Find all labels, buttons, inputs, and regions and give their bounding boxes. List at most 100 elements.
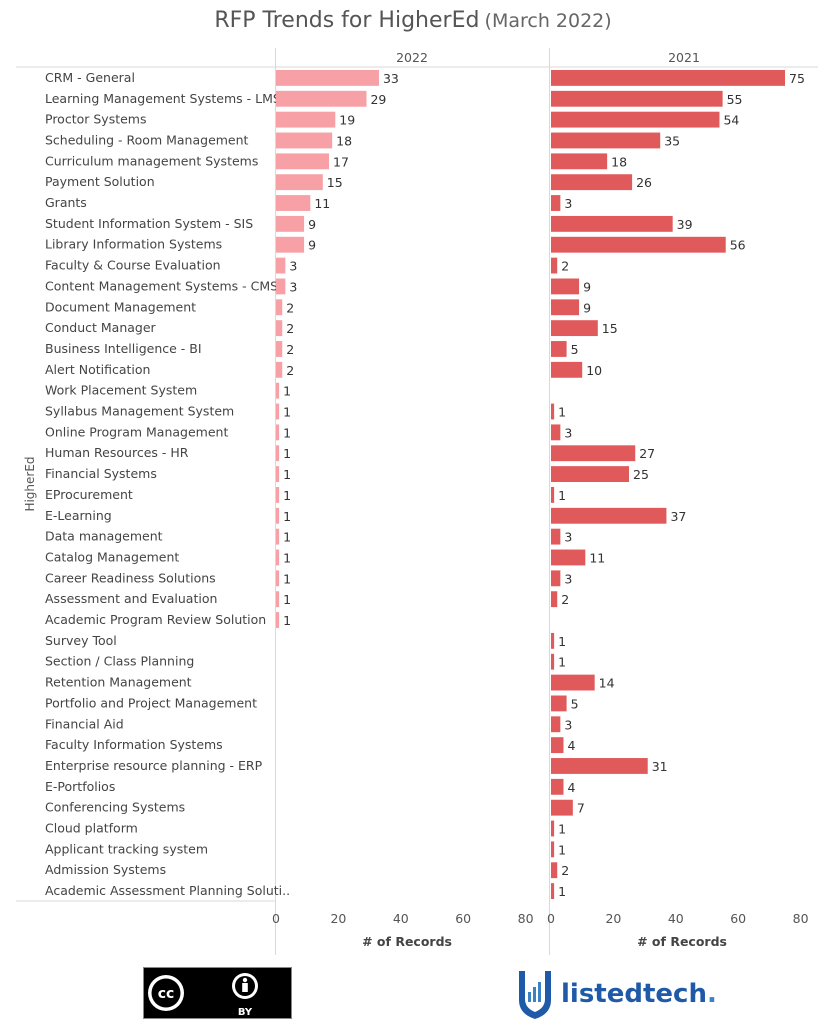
bar-2021 — [551, 549, 586, 566]
category-label: Document Management — [45, 299, 196, 314]
bar-2022 — [276, 403, 280, 420]
bar-2021 — [551, 758, 648, 774]
data-label-2022: 2 — [286, 300, 294, 315]
bar-2021 — [551, 90, 723, 107]
category-label: E-Learning — [45, 508, 112, 523]
data-label-2021: 4 — [567, 738, 575, 753]
brand-dot: . — [707, 979, 717, 1009]
category-label: CRM - General — [45, 70, 135, 85]
bar-2021 — [551, 883, 555, 899]
bar-2021 — [551, 132, 661, 149]
category-label: Proctor Systems — [45, 112, 147, 127]
brand-part1: listed — [561, 979, 643, 1009]
data-label-2021: 1 — [558, 405, 566, 420]
data-label-2022: 33 — [383, 71, 399, 86]
bar-2022 — [276, 132, 333, 149]
data-label-2021: 10 — [586, 363, 602, 378]
category-label: E-Portfolios — [45, 779, 115, 794]
data-label-2021: 3 — [564, 530, 572, 545]
category-label: Content Management Systems - CMS — [45, 278, 278, 293]
data-label-2022: 29 — [370, 92, 386, 107]
x-tick-label: 40 — [393, 911, 409, 926]
bar-2021 — [551, 236, 726, 253]
bar-2021 — [551, 153, 608, 170]
bar-2022 — [276, 466, 280, 482]
data-label-2022: 9 — [308, 217, 316, 232]
category-label: Survey Tool — [45, 633, 117, 648]
bar-2021 — [551, 528, 561, 545]
bar-2022 — [276, 70, 379, 86]
category-label: Syllabus Management System — [45, 404, 234, 419]
data-label-2021: 54 — [723, 113, 739, 128]
data-label-2021: 3 — [564, 196, 572, 211]
brand-part2: tech — [643, 979, 707, 1009]
title-main: RFP Trends for HigherEd — [214, 8, 480, 33]
category-label: Business Intelligence - BI — [45, 341, 202, 356]
bar-2021 — [551, 174, 633, 191]
x-tick-label: 0 — [272, 911, 280, 926]
category-label: Enterprise resource planning - ERP — [45, 758, 263, 773]
bar-2021 — [551, 737, 564, 754]
bar-2021 — [551, 841, 555, 858]
cc-by-license-logo: cc BY — [143, 967, 292, 1019]
category-label: Financial Systems — [45, 466, 157, 481]
data-label-2022: 1 — [283, 467, 291, 482]
bar-2022 — [276, 90, 367, 107]
data-label-2021: 9 — [583, 300, 591, 315]
category-label: Scheduling - Room Management — [45, 132, 249, 147]
bar-chart: HigherEd CRM - General Learning Management… — [16, 48, 818, 955]
bar-2021 — [551, 424, 561, 441]
category-label: Cloud platform — [45, 821, 138, 836]
category-label: Student Information System - SIS — [45, 216, 253, 231]
data-label-2021: 1 — [558, 822, 566, 837]
bar-2022 — [276, 382, 280, 399]
data-label-2022: 15 — [327, 175, 343, 190]
category-label: Applicant tracking system — [45, 841, 208, 856]
bar-2021 — [551, 507, 667, 524]
x-axis-label: # of Records — [362, 934, 452, 949]
bar-2021 — [551, 278, 580, 295]
bar-2021 — [551, 653, 555, 670]
bar-2021 — [551, 716, 561, 733]
bar-2021 — [551, 695, 567, 712]
data-label-2021: 1 — [558, 842, 566, 857]
bar-2022 — [276, 487, 280, 503]
data-label-2021: 31 — [652, 759, 668, 774]
category-label: Online Program Management — [45, 424, 228, 439]
bar-2022 — [276, 236, 305, 253]
bar-2021 — [551, 257, 558, 274]
data-label-2021: 39 — [677, 217, 693, 232]
data-label-2022: 1 — [283, 384, 291, 399]
bar-2022 — [276, 195, 311, 211]
data-label-2021: 3 — [564, 717, 572, 732]
data-label-2021: 3 — [564, 571, 572, 586]
bar-2021 — [551, 195, 561, 211]
bar-2021 — [551, 299, 580, 316]
bar-2022 — [276, 424, 280, 441]
bar-2021 — [551, 674, 595, 691]
header-band — [16, 48, 818, 67]
x-axis-label: # of Records — [637, 934, 727, 949]
bar-2021 — [551, 215, 673, 232]
data-label-2021: 1 — [558, 655, 566, 670]
bar-2022 — [276, 361, 283, 378]
bar-2021 — [551, 111, 720, 128]
category-label: Curriculum management Systems — [45, 153, 258, 168]
category-label: Faculty Information Systems — [45, 737, 223, 752]
data-label-2021: 1 — [558, 884, 566, 899]
data-label-2021: 2 — [561, 863, 569, 878]
bar-2022 — [276, 591, 280, 608]
data-label-2022: 1 — [283, 613, 291, 628]
category-label: Conduct Manager — [45, 320, 157, 335]
category-label: Section / Class Planning — [45, 654, 194, 669]
data-label-2021: 7 — [577, 801, 585, 816]
data-label-2022: 1 — [283, 509, 291, 524]
bar-2021 — [551, 862, 558, 879]
data-label-2022: 2 — [286, 363, 294, 378]
data-label-2021: 11 — [589, 550, 605, 565]
bar-2022 — [276, 341, 283, 357]
bar-2021 — [551, 632, 555, 649]
panel-header-2022: 2022 — [396, 50, 428, 65]
category-label: Payment Solution — [45, 174, 155, 189]
data-label-2021: 1 — [558, 634, 566, 649]
